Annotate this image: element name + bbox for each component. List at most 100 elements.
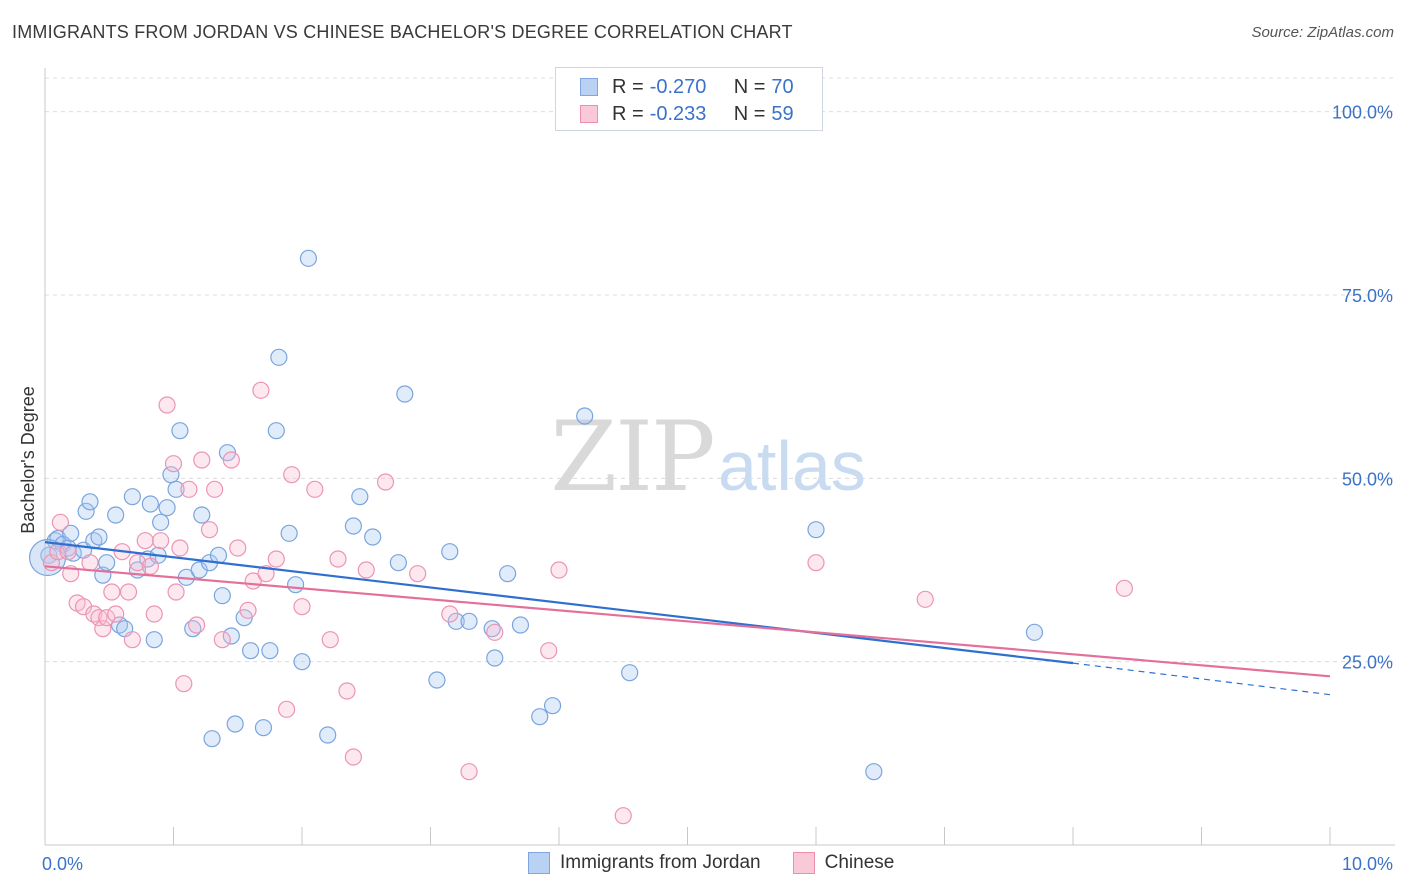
data-point — [252, 381, 270, 399]
data-point — [81, 493, 99, 511]
data-point — [180, 480, 198, 498]
data-point — [141, 557, 159, 575]
series-legend-label-jordan: Immigrants from Jordan — [560, 852, 761, 873]
data-point — [531, 708, 549, 726]
y-axis-title: Bachelor's Degree — [18, 386, 38, 534]
data-point — [242, 642, 260, 660]
legend-r-label: R = — [612, 102, 644, 125]
legend-row-chinese: R = -0.233 N = 59 — [580, 102, 794, 126]
data-point — [338, 682, 356, 700]
legend-n-label: N = — [733, 102, 766, 125]
data-point — [141, 495, 159, 513]
data-point — [441, 543, 459, 561]
data-point — [460, 612, 478, 630]
legend-r-value-chinese: -0.233 — [649, 102, 707, 125]
data-point — [254, 719, 273, 737]
data-point — [77, 502, 95, 520]
y-tick-label: 75.0% — [1342, 286, 1393, 306]
data-point — [193, 451, 211, 469]
chart-title: IMMIGRANTS FROM JORDAN VS CHINESE BACHEL… — [12, 22, 793, 42]
trend-line-jordan-extension — [1072, 662, 1331, 696]
data-point — [98, 609, 116, 627]
data-point — [107, 506, 125, 524]
data-point — [152, 513, 170, 531]
data-point — [807, 554, 825, 572]
data-point — [344, 748, 362, 766]
watermark-zip: ZIP — [550, 401, 713, 513]
series-legend-swatch-jordan — [528, 852, 550, 874]
data-point — [206, 480, 224, 498]
data-point — [267, 422, 285, 440]
data-point — [51, 513, 70, 531]
y-tick-label: 50.0% — [1342, 469, 1393, 489]
data-point — [270, 348, 288, 366]
axis-labels: 25.0% 50.0% 75.0% 100.0% 0.0% 10.0% Bachelor's… — [18, 103, 1393, 874]
data-point — [277, 700, 296, 718]
data-point — [1025, 623, 1044, 641]
y-tick-label: 100.0% — [1332, 103, 1393, 123]
data-point — [193, 506, 211, 524]
data-point — [213, 631, 231, 649]
data-point — [164, 455, 183, 473]
axes — [44, 68, 1395, 846]
correlation-legend: R = -0.270 N = 70 R = -0.233 N = 59 — [555, 67, 823, 131]
data-point — [136, 532, 154, 550]
data-point — [213, 587, 231, 605]
data-point — [329, 550, 347, 568]
data-point — [344, 517, 362, 535]
data-point — [81, 554, 99, 572]
data-point — [1115, 579, 1134, 597]
data-point — [107, 605, 125, 623]
data-point — [319, 726, 337, 744]
data-point — [614, 807, 632, 825]
grid-lines — [45, 77, 1395, 663]
trend-lines — [44, 541, 1331, 696]
data-point — [486, 649, 504, 667]
data-point — [283, 466, 301, 484]
legend-r-value-jordan: -0.270 — [649, 75, 707, 98]
data-point — [576, 407, 594, 425]
data-point — [103, 583, 121, 601]
data-point — [286, 576, 305, 594]
data-point — [98, 554, 116, 572]
data-point — [145, 605, 163, 623]
data-point — [293, 653, 311, 671]
data-point — [807, 521, 825, 539]
data-point — [428, 671, 446, 689]
data-point — [357, 561, 375, 579]
legend-swatch-chinese — [580, 105, 598, 123]
data-point — [511, 616, 530, 634]
legend-n-value-chinese: 59 — [771, 102, 794, 125]
data-point — [441, 605, 459, 623]
legend-n-value-jordan: 70 — [771, 75, 794, 98]
trend-line-jordan — [44, 541, 1074, 665]
legend-row-jordan: R = -0.270 N = 70 — [580, 75, 794, 99]
legend-swatch-jordan — [580, 78, 598, 96]
series-legend-item-chinese[interactable]: Chinese — [792, 852, 895, 874]
data-point — [119, 583, 138, 601]
data-point — [158, 499, 176, 517]
data-point — [396, 385, 414, 403]
data-point — [167, 480, 185, 498]
data-point — [203, 730, 221, 748]
series-legend-item-jordan[interactable]: Immigrants from Jordan — [528, 852, 761, 874]
series-jordan-points — [28, 249, 1044, 781]
data-point — [123, 631, 141, 649]
data-point — [916, 590, 934, 608]
data-point — [222, 451, 240, 469]
series-legend-swatch-chinese — [792, 852, 815, 874]
data-point — [188, 616, 206, 634]
data-point — [486, 623, 504, 641]
data-point — [621, 664, 639, 682]
legend-n-label: N = — [733, 75, 766, 98]
data-point — [171, 422, 189, 440]
data-point — [239, 601, 257, 619]
data-point — [540, 642, 558, 660]
data-point — [321, 631, 339, 649]
data-point — [409, 565, 427, 583]
data-point — [94, 620, 112, 638]
data-point — [351, 488, 369, 506]
data-point — [62, 524, 80, 542]
series-legend-label-chinese: Chinese — [824, 852, 895, 873]
